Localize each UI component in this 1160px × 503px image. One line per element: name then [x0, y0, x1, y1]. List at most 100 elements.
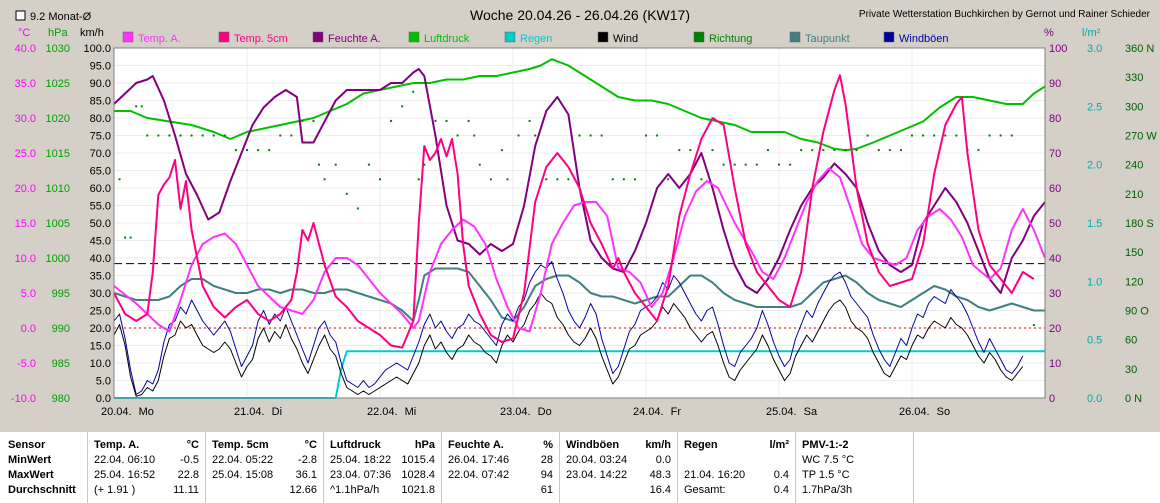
axis-tick-speed: 30.0	[90, 288, 111, 300]
stats-unit: °C	[304, 439, 317, 451]
direction-point	[933, 134, 936, 137]
axis-tick-speed: 10.0	[90, 358, 111, 370]
axis-tick-direction: 30	[1125, 364, 1137, 376]
axis-tick-direction: 240	[1125, 160, 1143, 172]
direction-point	[473, 134, 476, 137]
x-tick-day: Do	[538, 406, 552, 418]
direction-point	[811, 149, 814, 152]
direction-point	[722, 163, 725, 166]
axis-tick-temp: 0.0	[21, 323, 36, 335]
axis-tick-speed: 80.0	[90, 113, 111, 125]
legend-label: Wind	[613, 33, 638, 45]
axis-tick-press: 1030	[46, 43, 70, 55]
axis-tick-speed: 100.0	[83, 43, 111, 55]
stats-unit: hPa	[414, 439, 435, 451]
stats-max-value: 1028.4	[401, 469, 435, 481]
direction-point	[168, 134, 171, 137]
stats-title: Feuchte A.	[448, 439, 504, 451]
legend-label: Luftdruck	[424, 33, 470, 45]
direction-point	[356, 207, 359, 210]
speed-unit-label: km/h	[80, 27, 104, 39]
x-tick-date: 20.04. Mo	[101, 406, 154, 418]
stats-col-gusts: Windböen km/h 20.04. 03:24 0.0 23.04. 14…	[560, 432, 678, 503]
direction-point	[445, 119, 448, 122]
legend-label: Windböen	[899, 33, 949, 45]
direction-point	[955, 134, 958, 137]
stats-label-min: MinWert	[8, 454, 52, 466]
axis-tick-speed: 90.0	[90, 78, 111, 90]
stats-header-sensor: Sensor	[8, 439, 46, 451]
direction-point	[417, 178, 420, 181]
direction-unit-label: 360 N	[1125, 43, 1154, 55]
axis-tick-speed: 0.0	[96, 393, 111, 405]
x-tick-day: So	[937, 406, 950, 418]
average-checkbox[interactable]	[15, 10, 26, 21]
x-tick-date: 22.04. Mi	[367, 406, 416, 418]
axis-tick-press: 1010	[46, 183, 70, 195]
axis-tick-direction: 330	[1125, 72, 1143, 84]
direction-point	[500, 149, 503, 152]
stats-total-label: Gesamt:	[684, 484, 726, 496]
axis-tick-humidity: 70	[1049, 148, 1061, 160]
direction-point	[290, 134, 293, 137]
legend-swatch	[218, 31, 230, 43]
legend-label: Temp. A.	[138, 33, 181, 45]
axis-tick-humidity: 30	[1049, 288, 1061, 300]
direction-point	[489, 178, 492, 181]
legend-label: Temp. 5cm	[234, 33, 288, 45]
direction-point	[318, 163, 321, 166]
stats-col-rain: Regen l/m² 21.04. 16:20 0.4 Gesamt: 0.4	[678, 432, 796, 503]
stats-max-value: 48.3	[649, 469, 671, 481]
stats-max-time: 25.04. 16:52	[94, 469, 156, 481]
direction-point	[600, 134, 603, 137]
direction-point	[279, 134, 282, 137]
axis-tick-press: 1015	[46, 148, 70, 160]
legend-swatch	[597, 31, 609, 43]
stats-average: 11.11	[173, 484, 199, 496]
direction-point	[379, 178, 381, 181]
direction-point	[190, 134, 193, 137]
axis-tick-speed: 65.0	[90, 166, 111, 178]
x-tick-day: Fr	[671, 406, 682, 418]
direction-point	[223, 134, 226, 137]
direction-point	[800, 149, 803, 152]
stats-max-time: 23.04. 07:36	[330, 469, 392, 481]
stats-max-time: 25.04. 15:08	[212, 469, 274, 481]
x-tick-date: 26.04. So	[899, 406, 950, 418]
stats-max-value: 22.8	[177, 469, 199, 481]
axis-tick-temp: 40.0	[15, 43, 36, 55]
axis-tick-press: 995	[52, 288, 70, 300]
direction-point	[855, 149, 858, 152]
series-richtung	[118, 90, 1035, 327]
direction-point	[556, 178, 559, 181]
x-tick-date: 25.04. Sa	[766, 406, 818, 418]
direction-point	[545, 178, 548, 181]
direction-point	[944, 134, 947, 137]
axis-tick-direction: 60	[1125, 335, 1137, 347]
stats-max-time: 21.04. 16:20	[684, 469, 746, 481]
legend-swatch	[883, 31, 895, 43]
axis-tick-direction: 90 O	[1125, 306, 1149, 318]
stats-max-value: 36.1	[295, 469, 317, 481]
stats-min-time: 25.04. 18:22	[330, 454, 392, 466]
direction-point	[789, 163, 792, 166]
axis-tick-humidity: 10	[1049, 358, 1061, 370]
x-tick-day: Di	[272, 406, 282, 418]
axis-tick-speed: 45.0	[90, 236, 111, 248]
stats-col-temp-5cm: Temp. 5cm °C 22.04. 05:22 -2.8 25.04. 15…	[206, 432, 324, 503]
temp-unit-label: °C	[18, 27, 30, 39]
stats-min-value: 28	[540, 454, 553, 466]
stats-max-value: 94	[540, 469, 553, 481]
direction-point	[301, 119, 304, 122]
axis-tick-press: 1025	[46, 78, 70, 90]
direction-point	[467, 119, 470, 122]
axis-tick-press: 990	[52, 323, 70, 335]
direction-point	[140, 105, 143, 108]
stats-col-pressure: Luftdruck hPa 25.04. 18:22 1015.4 23.04.…	[324, 432, 442, 503]
direction-point	[146, 134, 149, 137]
axis-tick-speed: 25.0	[90, 306, 111, 318]
direction-point	[135, 105, 138, 108]
axis-tick-rain: 0.0	[1087, 393, 1102, 405]
direction-point	[711, 149, 714, 152]
axis-tick-speed: 60.0	[90, 183, 111, 195]
